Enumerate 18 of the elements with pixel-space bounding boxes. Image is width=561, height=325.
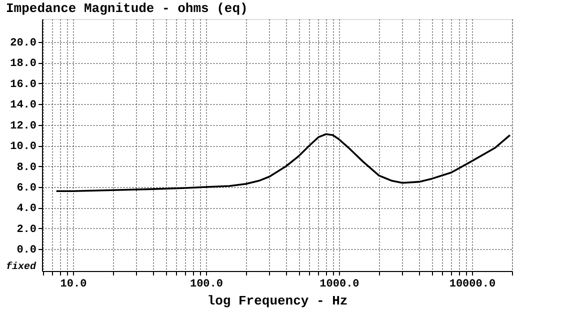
- x-tick-label: 100.0: [190, 278, 223, 290]
- x-axis-title: log Frequency - Hz: [207, 294, 348, 308]
- y-tick-label: 2.0: [16, 224, 36, 236]
- text: fixed: [6, 261, 37, 273]
- y-tick-label: 14.0: [10, 100, 36, 112]
- x-tick-label: 1000.0: [320, 278, 360, 290]
- y-tick-label: 6.0: [16, 182, 36, 194]
- y-tick-label: 20.0: [10, 37, 36, 50]
- y-tick-label: 10.0: [10, 141, 36, 154]
- x-tick-label: 10.0: [60, 278, 87, 290]
- y-tick-label: 8.0: [16, 162, 36, 174]
- y-tick-label: 18.0: [10, 58, 36, 70]
- y-tick-label: 16.0: [10, 78, 36, 91]
- y-tick-label: 4.0: [16, 203, 36, 216]
- chart-title: Impedance Magnitude - ohms (eq): [6, 1, 248, 16]
- y-tick-label: 12.0: [10, 120, 36, 132]
- y-tick-label: 0.0: [16, 244, 36, 257]
- x-tick-label: 10000.0: [449, 278, 496, 290]
